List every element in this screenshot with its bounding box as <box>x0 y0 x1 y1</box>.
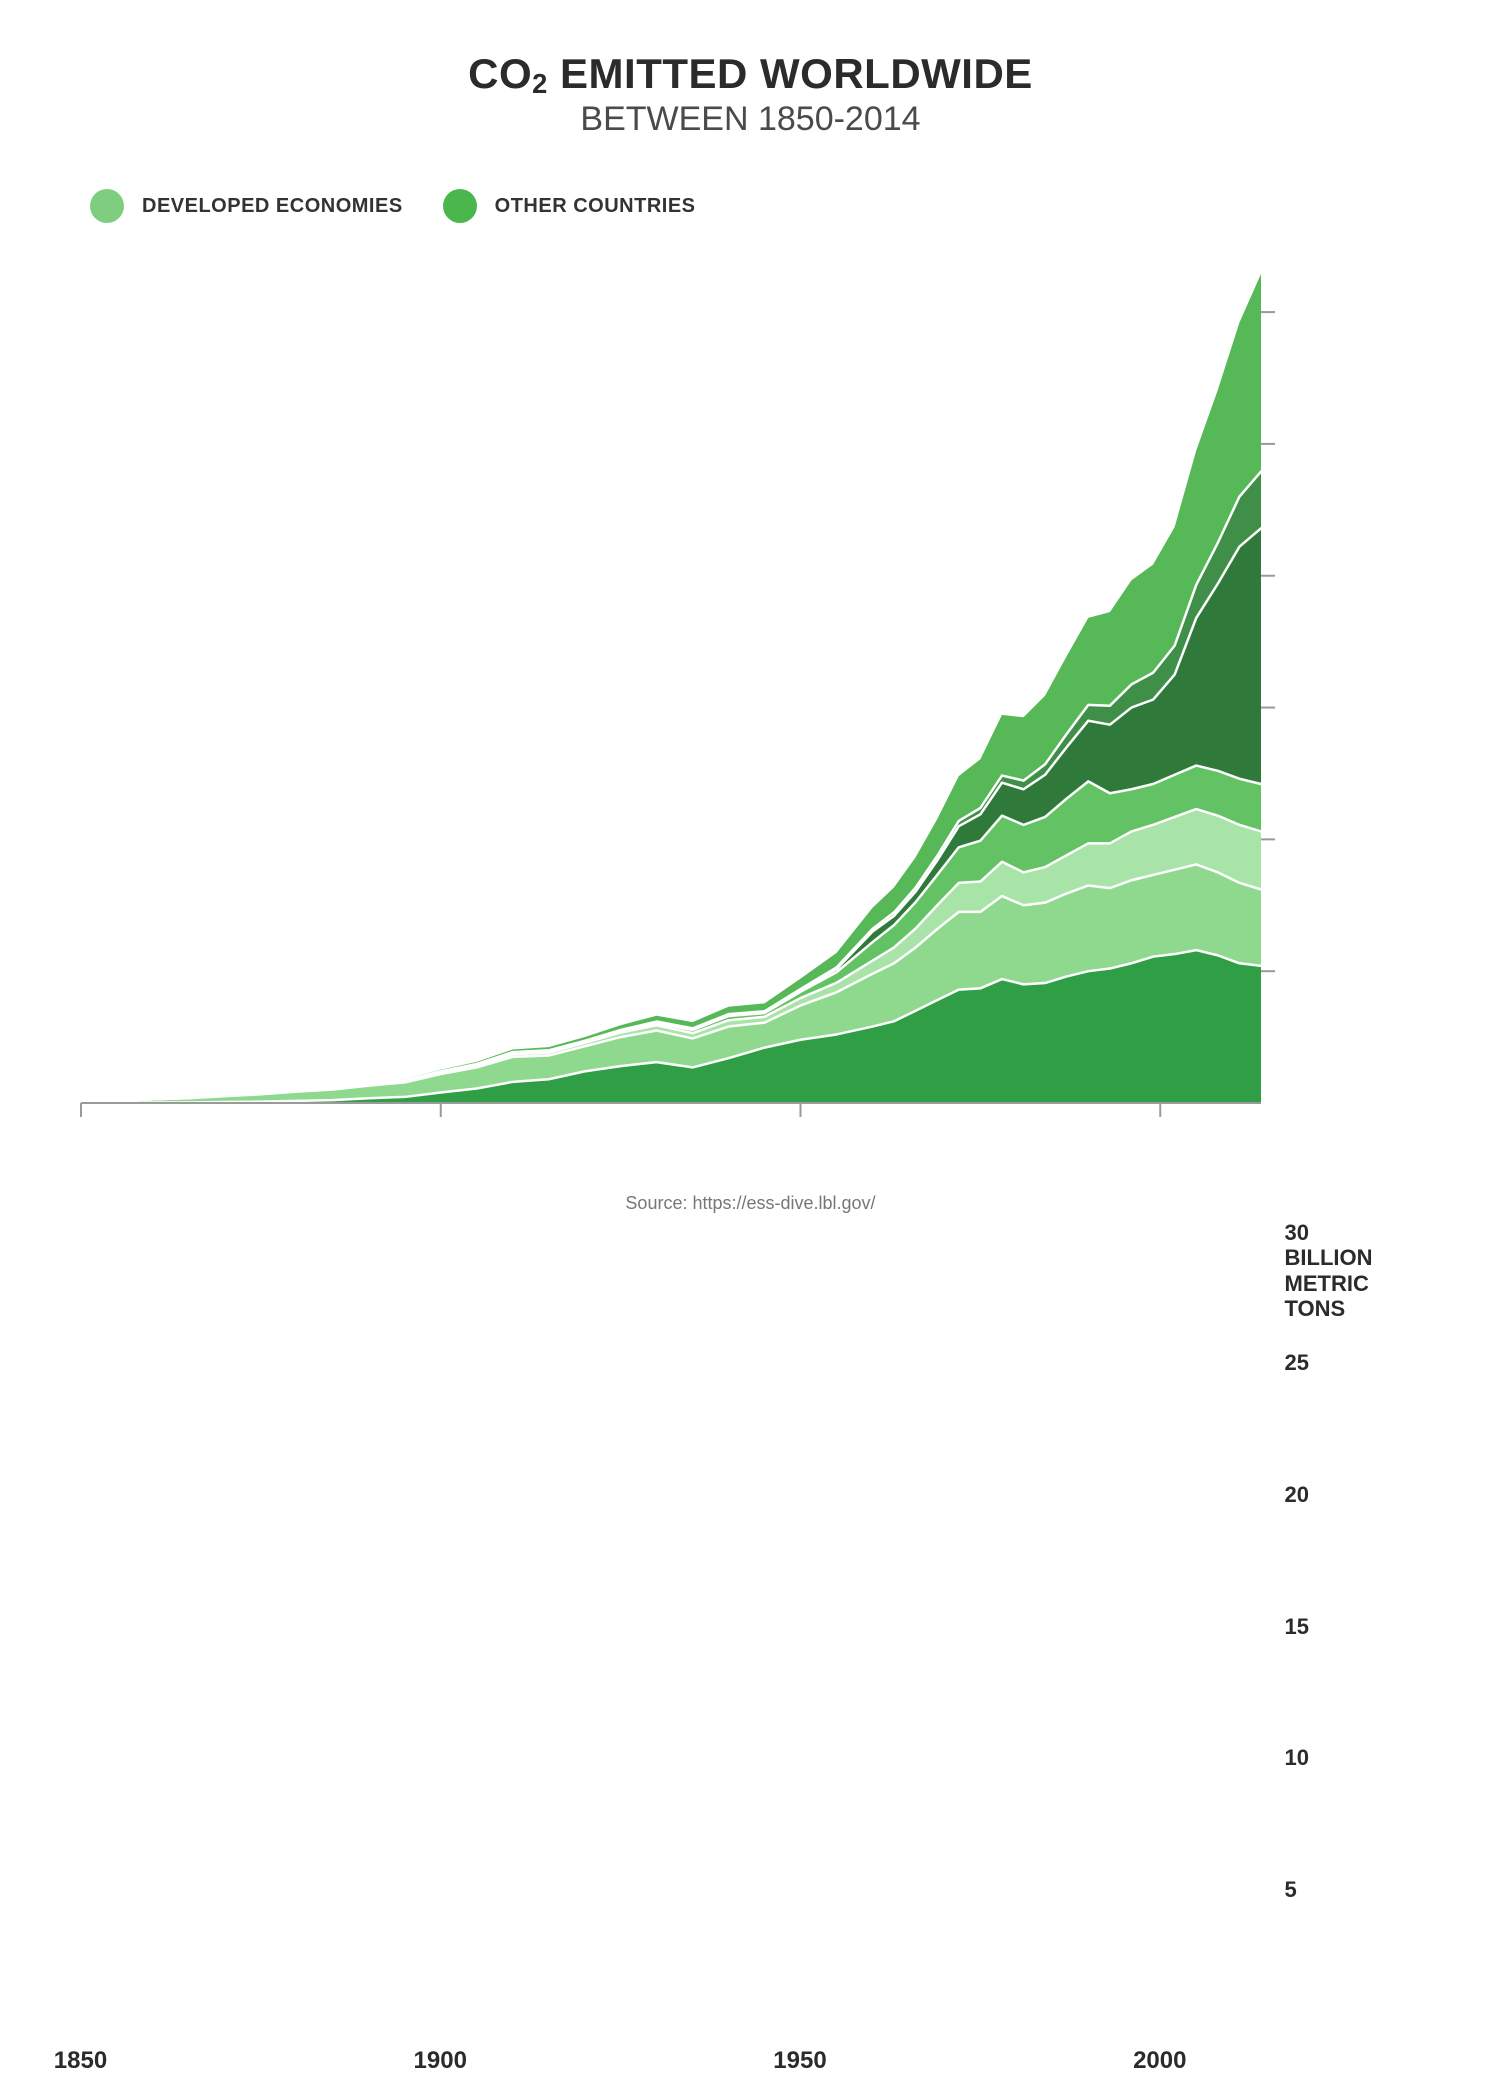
legend-label: OTHER COUNTRIES <box>495 195 696 218</box>
series-label: EUROPEAN UNION <box>1012 1839 1192 1861</box>
legend-item: OTHER COUNTRIES <box>443 189 696 223</box>
areas <box>81 274 1261 1103</box>
source-line: Source: https://ess-dive.lbl.gov/ <box>60 1193 1441 1214</box>
legend-label: DEVELOPED ECONOMIES <box>142 195 403 218</box>
x-tick-label: 1850 <box>54 2047 107 2075</box>
x-tick-label: 1900 <box>414 2047 467 2075</box>
chart-container: CO2 EMITTED WORLDWIDE BETWEEN 1850-2014 … <box>0 0 1501 1296</box>
stacked-area-svg <box>61 233 1441 1153</box>
series-label: UNITED STATES <box>1047 1944 1201 1966</box>
x-tick-label: 1950 <box>773 2047 826 2075</box>
series-label: RUSSIA <box>1037 1683 1111 1705</box>
y-tick-label: 30 BILLION METRIC TONS <box>1285 1220 1373 1321</box>
legend-swatch <box>443 189 477 223</box>
legend-item: DEVELOPED ECONOMIES <box>90 189 403 223</box>
chart-title: CO2 EMITTED WORLDWIDE <box>60 50 1441 98</box>
chart-subtitle: BETWEEN 1850-2014 <box>60 100 1441 139</box>
legend-swatch <box>90 189 124 223</box>
y-tick-label: 5 <box>1285 1877 1297 1902</box>
y-tick-label: 20 <box>1285 1482 1309 1507</box>
title-block: CO2 EMITTED WORLDWIDE BETWEEN 1850-2014 <box>60 50 1441 139</box>
series-label: REST OF WORLD <box>998 1512 1163 1534</box>
series-label: CHINA <box>1043 1612 1105 1634</box>
y-tick-label: 25 <box>1285 1350 1309 1375</box>
x-tick-label: 2000 <box>1133 2047 1186 2075</box>
series-label: INDIA <box>1068 1549 1121 1571</box>
legend: DEVELOPED ECONOMIES OTHER COUNTRIES <box>90 189 1441 223</box>
chart-holder: 1850190019502000 51015202530 BILLION MET… <box>61 233 1441 1153</box>
y-tick-label: 15 <box>1285 1614 1309 1639</box>
source-url: https://ess-dive.lbl.gov/ <box>692 1193 875 1213</box>
source-prefix: Source: <box>625 1193 692 1213</box>
y-tick-label: 10 <box>1285 1745 1309 1770</box>
series-label: OTHER DEVELOPED <box>990 1734 1185 1756</box>
